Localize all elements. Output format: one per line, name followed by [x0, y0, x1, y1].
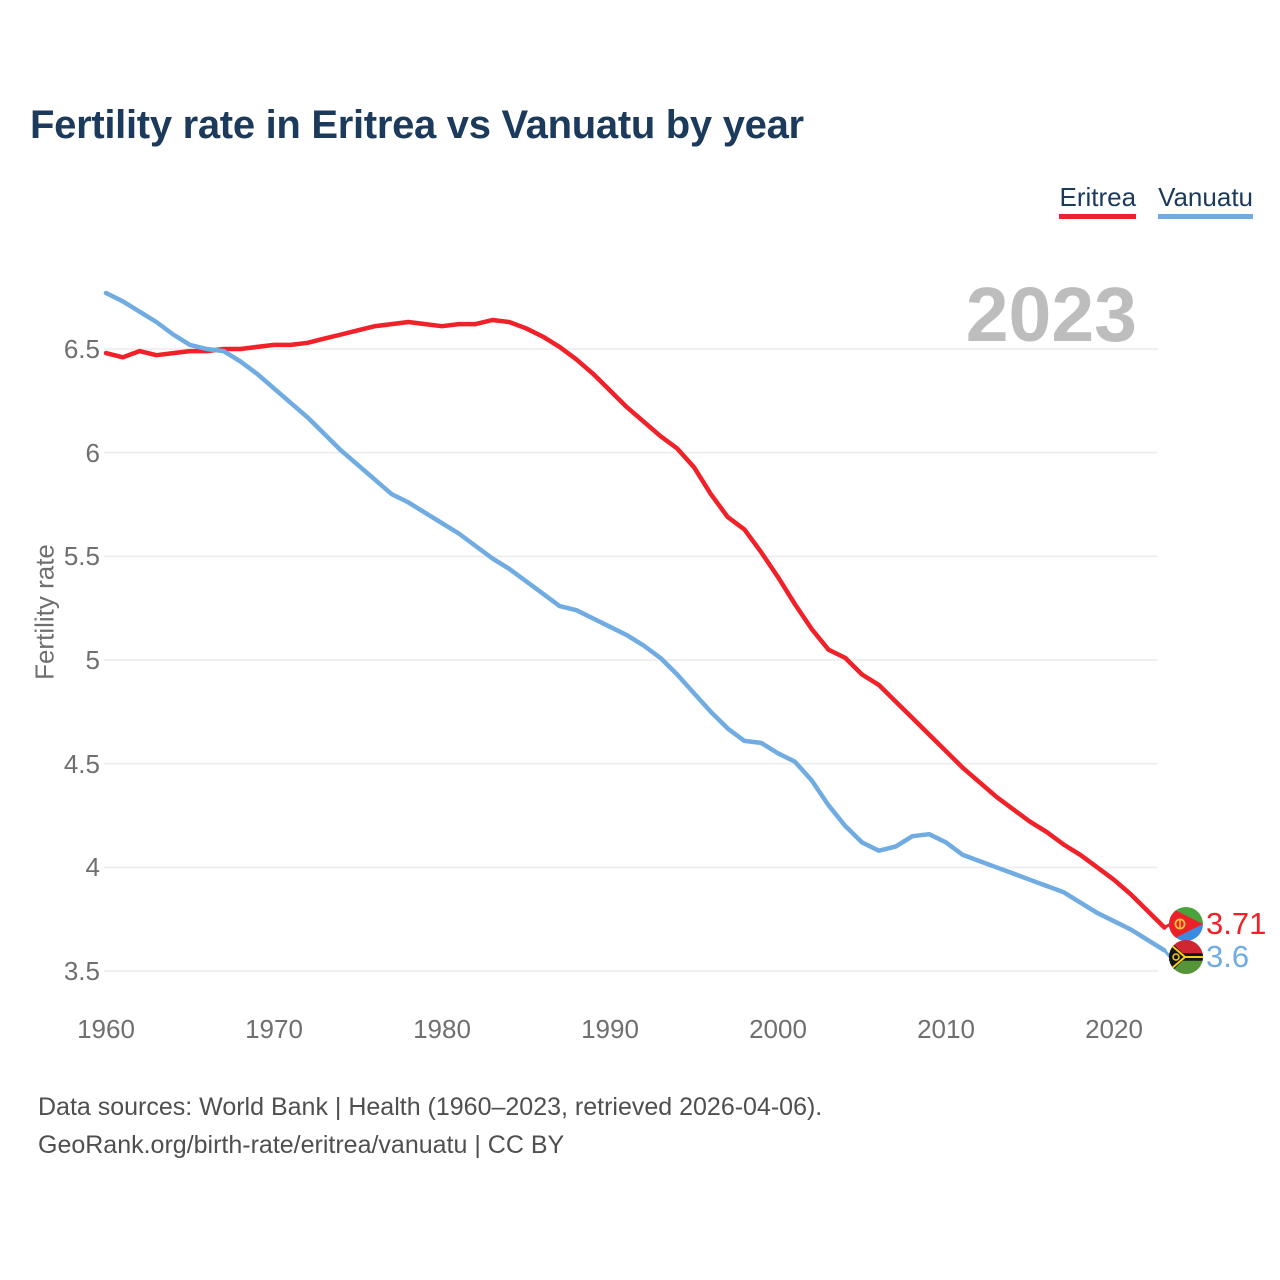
- legend-item-vanuatu[interactable]: Vanuatu: [1158, 184, 1253, 219]
- y-tick-label: 6: [85, 437, 100, 468]
- eritrea-line: [103, 317, 1167, 930]
- vanuatu-flag-icon: [1169, 939, 1203, 974]
- eritrea-end-value: 3.71: [1206, 906, 1267, 942]
- year-watermark: 2023: [965, 272, 1137, 358]
- y-tick-label: 3.5: [63, 955, 100, 986]
- x-tick-label: 2010: [917, 1014, 975, 1044]
- x-tick-label: 1970: [245, 1014, 303, 1044]
- footer-source-line: Data sources: World Bank | Health (1960–…: [38, 1093, 823, 1121]
- x-tick-label: 1990: [581, 1014, 639, 1044]
- x-tick-label: 2000: [749, 1014, 807, 1044]
- y-tick-label: 6.5: [63, 334, 100, 364]
- footer-attribution-line: GeoRank.org/birth-rate/eritrea/vanuatu |…: [38, 1131, 565, 1159]
- y-tick-label: 4: [85, 852, 100, 883]
- legend-label-vanuatu: Vanuatu: [1158, 182, 1253, 212]
- y-tick-label: 5.5: [63, 541, 100, 572]
- vanuatu-end-value: 3.6: [1206, 938, 1250, 974]
- legend-item-eritrea[interactable]: Eritrea: [1059, 182, 1137, 219]
- footer: Data sources: World Bank | Health (1960–…: [38, 1088, 822, 1164]
- eritrea-flag-icon: [1169, 907, 1203, 942]
- x-tick-label: 1960: [77, 1014, 135, 1044]
- x-tick-label: 2020: [1085, 1014, 1143, 1044]
- legend-label-eritrea: Eritrea: [1059, 182, 1137, 212]
- y-tick-label: 5: [85, 644, 100, 675]
- legend: Eritrea Vanuatu: [1059, 184, 1253, 219]
- page-title: Fertility rate in Eritrea vs Vanuatu by …: [30, 103, 804, 147]
- x-tick-label: 1980: [413, 1014, 471, 1044]
- vanuatu-line: [103, 290, 1167, 953]
- y-tick-label: 4.5: [63, 748, 100, 779]
